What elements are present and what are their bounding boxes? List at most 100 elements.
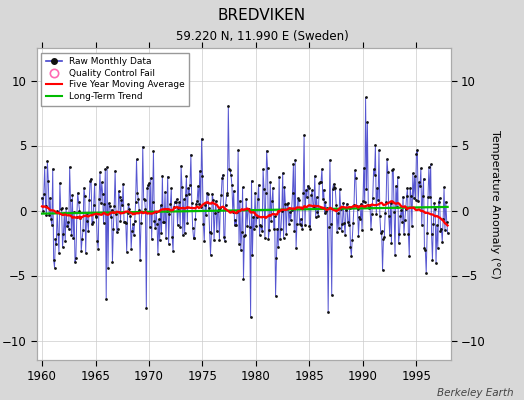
- Point: [152, 209, 160, 215]
- Point: [300, 132, 308, 138]
- Point: [311, 172, 319, 179]
- Point: [333, 229, 341, 235]
- Point: [133, 156, 141, 162]
- Point: [301, 222, 309, 228]
- Point: [38, 194, 46, 201]
- Point: [117, 196, 126, 203]
- Point: [354, 233, 363, 239]
- Point: [72, 255, 80, 261]
- Point: [52, 241, 60, 247]
- Point: [80, 184, 88, 191]
- Point: [148, 199, 157, 205]
- Point: [352, 174, 360, 181]
- Point: [83, 218, 92, 224]
- Point: [67, 197, 75, 203]
- Point: [260, 186, 268, 193]
- Point: [422, 270, 430, 276]
- Point: [170, 204, 178, 210]
- Point: [364, 202, 373, 208]
- Point: [167, 185, 176, 192]
- Point: [136, 257, 144, 263]
- Point: [434, 199, 443, 205]
- Point: [105, 203, 114, 210]
- Point: [88, 221, 96, 228]
- Point: [245, 205, 253, 212]
- Point: [398, 218, 406, 225]
- Point: [362, 186, 370, 192]
- Point: [351, 167, 359, 174]
- Point: [127, 245, 135, 252]
- Point: [199, 221, 208, 227]
- Point: [235, 240, 243, 247]
- Point: [321, 199, 330, 206]
- Point: [372, 210, 380, 217]
- Point: [112, 211, 120, 217]
- Point: [186, 182, 194, 188]
- Point: [56, 180, 64, 186]
- Point: [401, 216, 409, 223]
- Point: [185, 191, 193, 197]
- Point: [313, 209, 322, 215]
- Point: [318, 166, 326, 172]
- Point: [275, 174, 283, 180]
- Point: [312, 194, 321, 201]
- Point: [241, 232, 249, 238]
- Point: [258, 228, 266, 234]
- Point: [179, 232, 187, 238]
- Point: [58, 244, 67, 250]
- Point: [69, 235, 78, 242]
- Point: [43, 158, 51, 164]
- Y-axis label: Temperature Anomaly (°C): Temperature Anomaly (°C): [490, 130, 500, 278]
- Point: [120, 219, 128, 225]
- Point: [362, 94, 370, 100]
- Point: [94, 246, 102, 252]
- Point: [309, 202, 317, 209]
- Point: [432, 260, 440, 266]
- Point: [171, 198, 180, 205]
- Point: [57, 206, 65, 213]
- Point: [266, 179, 275, 185]
- Point: [124, 210, 132, 216]
- Point: [198, 136, 206, 142]
- Point: [225, 166, 233, 172]
- Point: [337, 228, 346, 234]
- Point: [232, 222, 241, 228]
- Point: [399, 193, 407, 200]
- Point: [402, 193, 411, 200]
- Point: [45, 212, 53, 218]
- Point: [419, 192, 427, 199]
- Point: [109, 226, 117, 232]
- Point: [389, 166, 397, 172]
- Point: [292, 245, 300, 252]
- Point: [89, 219, 97, 225]
- Point: [339, 200, 347, 206]
- Point: [392, 183, 400, 189]
- Point: [172, 196, 181, 202]
- Point: [375, 147, 383, 154]
- Point: [410, 194, 418, 201]
- Point: [273, 226, 281, 232]
- Point: [431, 206, 439, 212]
- Point: [123, 248, 131, 255]
- Point: [102, 296, 111, 302]
- Point: [208, 190, 216, 197]
- Point: [76, 215, 84, 222]
- Point: [328, 292, 336, 298]
- Point: [227, 172, 235, 179]
- Point: [91, 180, 99, 187]
- Point: [294, 196, 303, 203]
- Point: [180, 230, 189, 236]
- Point: [194, 183, 202, 190]
- Point: [58, 205, 66, 212]
- Point: [322, 208, 331, 215]
- Point: [175, 199, 183, 205]
- Point: [110, 202, 118, 209]
- Point: [202, 212, 210, 218]
- Point: [125, 206, 134, 212]
- Point: [54, 231, 62, 237]
- Point: [108, 259, 117, 265]
- Point: [248, 252, 257, 259]
- Point: [272, 255, 281, 261]
- Point: [228, 209, 237, 215]
- Point: [119, 181, 127, 187]
